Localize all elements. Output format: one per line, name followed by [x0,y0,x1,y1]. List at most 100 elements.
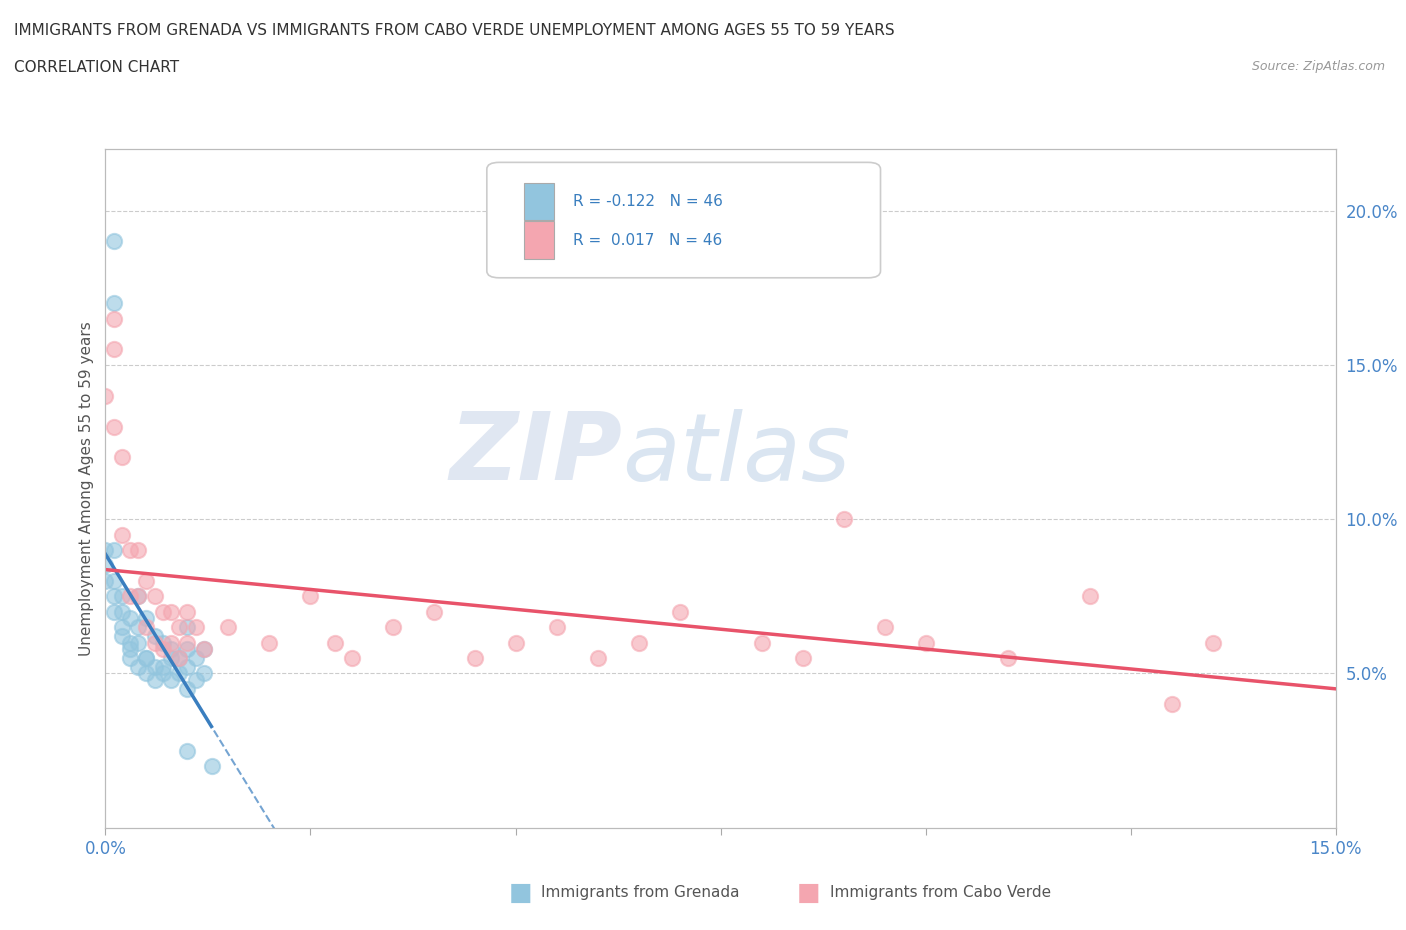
Point [127,542,149,557]
Point [143,629,166,644]
Point [103,574,125,589]
Point [103,542,125,557]
Point [120,610,141,625]
Point [94,574,117,589]
Text: CORRELATION CHART: CORRELATION CHART [14,60,179,75]
Point [135,610,157,625]
Point [184,651,207,666]
Point [135,666,157,681]
Y-axis label: Unemployment Among Ages 55 to 59 years: Unemployment Among Ages 55 to 59 years [79,321,94,656]
Point [160,672,183,687]
Point [160,635,183,650]
Point [127,589,149,604]
Point [127,589,149,604]
Point [1160,697,1182,711]
Point [873,619,896,634]
Point [152,659,174,674]
Point [323,635,346,650]
Point [381,619,404,634]
Point [103,419,125,434]
Point [111,527,134,542]
Point [143,672,166,687]
Point [111,604,134,619]
Point [152,635,174,650]
Point [176,743,198,758]
Point [792,651,814,666]
Text: Source: ZipAtlas.com: Source: ZipAtlas.com [1251,60,1385,73]
Point [103,589,125,604]
Text: R = -0.122   N = 46: R = -0.122 N = 46 [574,194,723,209]
Text: ■: ■ [797,881,820,905]
Point [94,388,117,403]
Point [201,759,224,774]
Point [120,589,141,604]
Point [832,512,855,526]
Point [111,629,134,644]
Bar [524,221,554,259]
Point [143,659,166,674]
Point [127,635,149,650]
Point [103,604,125,619]
Point [505,635,527,650]
Point [751,635,773,650]
Point [111,619,134,634]
Point [1202,635,1225,650]
Point [259,635,281,650]
Point [627,635,650,650]
Point [176,619,198,634]
Point [120,635,141,650]
Point [135,574,157,589]
Text: ZIP: ZIP [450,408,621,500]
Point [94,542,117,557]
Point [103,296,125,311]
Point [160,642,183,657]
Point [299,589,322,604]
Point [120,642,141,657]
Bar [524,183,554,220]
Point [193,666,215,681]
Point [176,682,198,697]
Point [127,619,149,634]
Text: Immigrants from Cabo Verde: Immigrants from Cabo Verde [830,885,1050,900]
Point [464,651,486,666]
Point [103,234,125,249]
Point [193,642,215,657]
Point [176,635,198,650]
Point [152,604,174,619]
Point [143,589,166,604]
Point [914,635,936,650]
Point [143,635,166,650]
Point [169,651,191,666]
Point [422,604,444,619]
Point [127,659,149,674]
Point [94,558,117,573]
Point [135,651,157,666]
Point [111,450,134,465]
Point [668,604,690,619]
Point [193,642,215,657]
FancyBboxPatch shape [486,163,880,278]
Point [176,604,198,619]
Point [135,619,157,634]
Point [111,589,134,604]
Point [135,651,157,666]
Point [176,642,198,657]
Point [169,666,191,681]
Point [160,604,183,619]
Point [169,651,191,666]
Point [586,651,609,666]
Text: ■: ■ [509,881,531,905]
Point [1078,589,1101,604]
Text: Immigrants from Grenada: Immigrants from Grenada [541,885,740,900]
Text: atlas: atlas [621,409,851,499]
Point [546,619,568,634]
Point [176,659,198,674]
Point [169,619,191,634]
Point [997,651,1019,666]
Point [120,651,141,666]
Text: IMMIGRANTS FROM GRENADA VS IMMIGRANTS FROM CABO VERDE UNEMPLOYMENT AMONG AGES 55: IMMIGRANTS FROM GRENADA VS IMMIGRANTS FR… [14,23,894,38]
Point [152,666,174,681]
Point [103,311,125,326]
Point [184,619,207,634]
Point [120,542,141,557]
